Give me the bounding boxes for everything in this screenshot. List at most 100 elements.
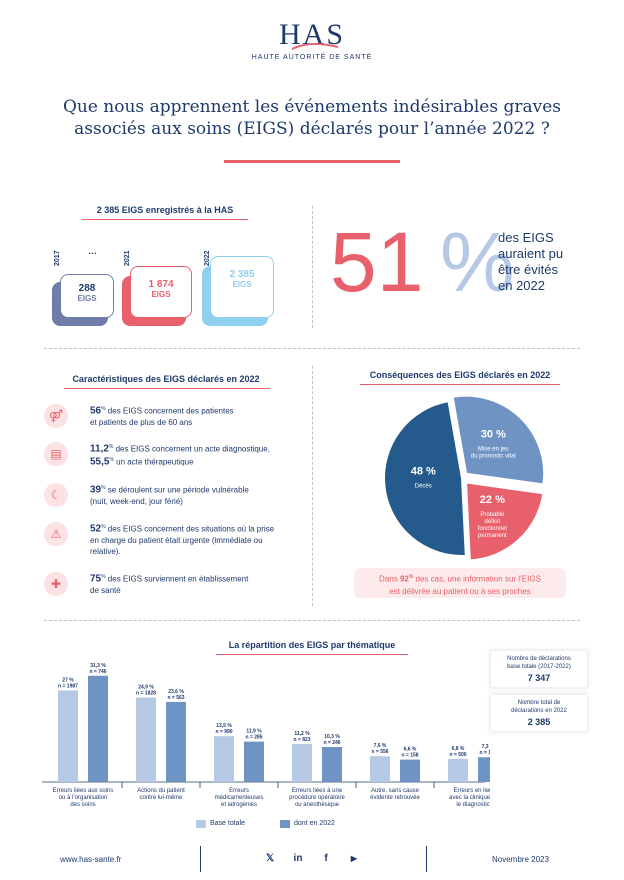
website-link[interactable]: www.has-sante.fr [60,855,122,864]
characteristic-text: 56% des EIGS concernent des patientes et… [90,404,340,428]
registered-title: 2 385 EIGS enregistrés à la HAS [96,205,234,215]
youtube-icon[interactable]: ▶ [350,854,358,863]
char-value: 39 [90,484,102,496]
char-line1: des EIGS surviennent en établissement [105,574,249,584]
bar-value-label: 27 % [62,677,74,683]
characteristic-text: 39% se déroulent sur une période vulnéra… [90,483,340,507]
bar-value-label: 7,6 % [374,743,387,749]
avoidable-text-1: des EIGS [498,230,554,245]
bar [136,697,156,782]
characteristic-text: 11,2% des EIGS concernent un acte diagno… [90,442,340,468]
char-unit: % [101,406,106,412]
linkedin-icon[interactable]: in [293,853,303,864]
bar-count-label: n = 563 [167,695,184,701]
year-value-2017: 288 [78,283,96,294]
pie-slice-label: Décès [415,483,432,489]
bar [58,690,78,782]
note-unit: % [408,574,414,580]
horizontal-divider-2 [44,620,580,621]
category-label: contre lui-même [139,795,183,801]
pie-slice-label: Probable [480,512,505,518]
box1-line2: base totale (2017-2022) [507,664,571,670]
footer-divider-left [200,846,201,872]
bar [292,743,312,782]
year-box-2021: 1 874 EIGS [130,266,192,318]
bar-value-label: 6,6 % [404,747,417,753]
information-note: Dans 92% des cas, une information sur l’… [354,568,566,598]
char-value: 11,2 [90,443,109,455]
avoidable-number: 51 [330,215,424,309]
note-value: 92 [399,574,409,584]
bar-count-label: n = 246 [323,740,340,746]
bar-value-label: 24,9 % [138,684,154,690]
bar [370,756,390,782]
bar-value-label: 13,5 % [216,723,232,729]
char-line2: (nuit, week-end, jour férié) [90,496,183,506]
char-unit: % [101,524,106,530]
char-line1: se déroulent sur une période vulnérable [105,485,249,495]
pie-slice-label: fonctionnel [478,526,507,532]
facebook-icon[interactable]: f [324,853,328,864]
note-post: des cas, une information sur l’EIGS [413,574,541,584]
distribution-title: La répartition des EIGS par thématique [228,640,396,650]
declarations-2022-box: Nombre total de déclarations en 2022 2 3… [490,694,588,732]
bar-chart: 27 %n = 1987 31,3 %n = 746 Erreurs liées a… [42,663,490,808]
bar-value-label: 31,3 % [90,663,106,669]
char-line1: des EIGS concernent des situations où la… [105,524,275,534]
year-unit-2017: EIGS [77,294,97,303]
bar-count-label: n = 746 [89,669,106,675]
bar-count-label: n = 158 [401,753,418,759]
category-label: Autre, sans cause [371,788,420,794]
pie-slice [383,400,467,557]
page-title-line2: associés aux soins (EIGS) déclarés pour … [74,119,550,139]
box2-value: 2 385 [527,717,551,727]
bar [88,675,108,782]
bar-count-label: n = 1828 [136,690,156,696]
char-value: 52 [90,523,102,535]
ellipsis: … [88,246,97,256]
moon-sun-icon: ☾ [44,483,68,507]
characteristic-item: ✚ 75% des EIGS surviennent en établissem… [44,572,314,600]
logo-swoosh-icon [291,43,339,50]
pie-slice-label: déficit [484,519,500,525]
legend-label-base: Base totale [210,820,246,827]
pie-slice [451,394,546,486]
year-box-2022: 2 385 EIGS [210,256,274,318]
alarm-icon: ⚠ [44,522,68,546]
bar [166,701,186,782]
category-label: ou anesthésique [295,802,340,808]
registered-underline [82,219,248,220]
bar-count-label: n = 556 [371,749,388,755]
bar-count-label: n = 1987 [58,683,78,689]
legend-label-2022: dont en 2022 [294,820,335,827]
char-line2: de santé [90,585,121,595]
box1-line1: Nombre de déclarations [507,656,571,662]
bar-count-label: n = 500 [449,752,466,758]
characteristics-title: Caractéristiques des EIGS déclarés en 20… [72,374,260,384]
first-aid-icon: ✚ [44,572,68,596]
bar [214,736,234,782]
bar [322,747,342,782]
characteristic-item: ▤ 11,2% des EIGS concernent un acte diag… [44,442,314,470]
characteristic-text: 75% des EIGS surviennent en établissemen… [90,572,340,596]
bar-count-label: n = 823 [293,737,310,743]
logo-subtitle: HAUTE AUTORITÉ DE SANTÉ [251,54,373,61]
category-label: Erreurs liées aux soins [53,788,114,794]
category-label: Actions du patient [137,788,185,794]
pie-slice [464,481,545,562]
x-icon[interactable]: 𝕏 [265,853,275,864]
file-icon: ▤ [44,442,68,466]
year-value-2021: 1 874 [148,279,174,290]
year-value-2022: 2 385 [229,269,255,280]
avoidable-text: des EIGS auraient pu être évités en 2022 [498,230,563,294]
bar-count-label: n = 285 [245,735,262,741]
category-label: le diagnostic [456,802,489,808]
bar-value-label: 11,9 % [246,729,262,735]
year-unit-2022: EIGS [232,280,252,289]
year-unit-2021: EIGS [151,290,171,299]
vertical-divider [312,206,313,328]
characteristics-underline [64,388,270,389]
bar-value-label: 7,3 % [482,744,490,750]
legend-swatch-base [196,820,206,828]
bar [244,741,264,782]
